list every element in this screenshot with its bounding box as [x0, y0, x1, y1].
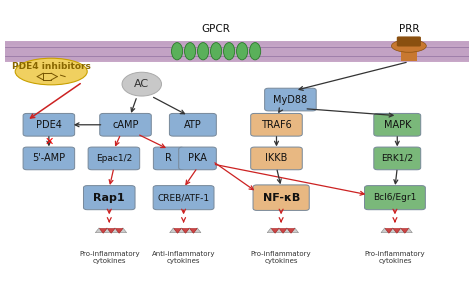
Text: PDE4: PDE4 [36, 120, 62, 130]
Polygon shape [389, 228, 396, 233]
FancyBboxPatch shape [264, 88, 316, 111]
Ellipse shape [392, 40, 426, 52]
Polygon shape [190, 229, 197, 233]
FancyBboxPatch shape [169, 114, 216, 136]
Polygon shape [95, 228, 103, 233]
Polygon shape [287, 229, 295, 233]
FancyBboxPatch shape [153, 186, 214, 210]
Text: PKA: PKA [188, 153, 207, 163]
Text: AC: AC [134, 79, 149, 89]
Text: Pro-inflammatory
cytokines: Pro-inflammatory cytokines [365, 251, 425, 265]
Polygon shape [185, 228, 193, 233]
Polygon shape [385, 229, 392, 233]
Text: TRAF6: TRAF6 [261, 120, 292, 130]
Ellipse shape [224, 43, 235, 60]
Ellipse shape [249, 43, 261, 60]
Polygon shape [103, 228, 111, 233]
Polygon shape [174, 229, 181, 233]
FancyBboxPatch shape [253, 185, 309, 210]
FancyBboxPatch shape [88, 147, 140, 170]
Polygon shape [178, 228, 185, 233]
Polygon shape [405, 228, 412, 233]
Text: ERK1/2: ERK1/2 [381, 154, 413, 163]
FancyBboxPatch shape [365, 186, 425, 210]
Polygon shape [267, 228, 274, 233]
Polygon shape [170, 228, 177, 233]
Text: ATP: ATP [184, 120, 202, 130]
Ellipse shape [184, 43, 196, 60]
FancyBboxPatch shape [179, 147, 216, 170]
Text: IKKB: IKKB [265, 153, 288, 163]
Text: R: R [165, 153, 172, 163]
Ellipse shape [15, 58, 87, 85]
FancyBboxPatch shape [397, 36, 421, 47]
FancyBboxPatch shape [23, 114, 74, 136]
Text: Epac1/2: Epac1/2 [96, 154, 132, 163]
Polygon shape [193, 228, 201, 233]
Text: MyD88: MyD88 [273, 95, 308, 105]
Text: CREB/ATF-1: CREB/ATF-1 [157, 193, 210, 202]
Polygon shape [283, 228, 291, 233]
Polygon shape [393, 229, 401, 233]
Text: cAMP: cAMP [112, 120, 139, 130]
Ellipse shape [210, 43, 222, 60]
FancyBboxPatch shape [83, 186, 135, 210]
Polygon shape [182, 229, 189, 233]
Text: Bcl6/Egr1: Bcl6/Egr1 [373, 193, 417, 202]
FancyBboxPatch shape [154, 147, 184, 170]
Ellipse shape [172, 43, 182, 60]
Polygon shape [279, 229, 287, 233]
FancyBboxPatch shape [251, 147, 302, 170]
Text: NF-κB: NF-κB [263, 193, 300, 203]
FancyBboxPatch shape [23, 147, 74, 170]
Polygon shape [275, 228, 283, 233]
Text: GPCR: GPCR [201, 24, 230, 34]
Polygon shape [100, 229, 107, 233]
Ellipse shape [122, 72, 162, 96]
Text: PDE4 inhibitors: PDE4 inhibitors [12, 62, 91, 71]
Polygon shape [111, 228, 118, 233]
Text: Anti-inflammatory
cytokines: Anti-inflammatory cytokines [152, 251, 215, 265]
Text: PRR: PRR [399, 24, 419, 34]
Ellipse shape [198, 43, 209, 60]
Text: MAPK: MAPK [383, 120, 411, 130]
Text: 5'-AMP: 5'-AMP [32, 153, 65, 163]
Polygon shape [116, 229, 123, 233]
Text: ✕: ✕ [44, 137, 54, 147]
Bar [401, 47, 417, 61]
Polygon shape [108, 229, 115, 233]
Polygon shape [119, 228, 127, 233]
Ellipse shape [237, 43, 248, 60]
Polygon shape [381, 228, 388, 233]
Text: Rap1: Rap1 [93, 193, 125, 203]
Text: Pro-inflammatory
cytokines: Pro-inflammatory cytokines [79, 251, 139, 265]
Text: Pro-inflammatory
cytokines: Pro-inflammatory cytokines [251, 251, 311, 265]
Polygon shape [272, 229, 279, 233]
Polygon shape [291, 228, 299, 233]
FancyBboxPatch shape [374, 114, 421, 136]
FancyBboxPatch shape [374, 147, 421, 170]
Bar [5, 41, 469, 62]
Polygon shape [397, 228, 404, 233]
Polygon shape [401, 229, 409, 233]
FancyBboxPatch shape [251, 114, 302, 136]
FancyBboxPatch shape [100, 114, 151, 136]
